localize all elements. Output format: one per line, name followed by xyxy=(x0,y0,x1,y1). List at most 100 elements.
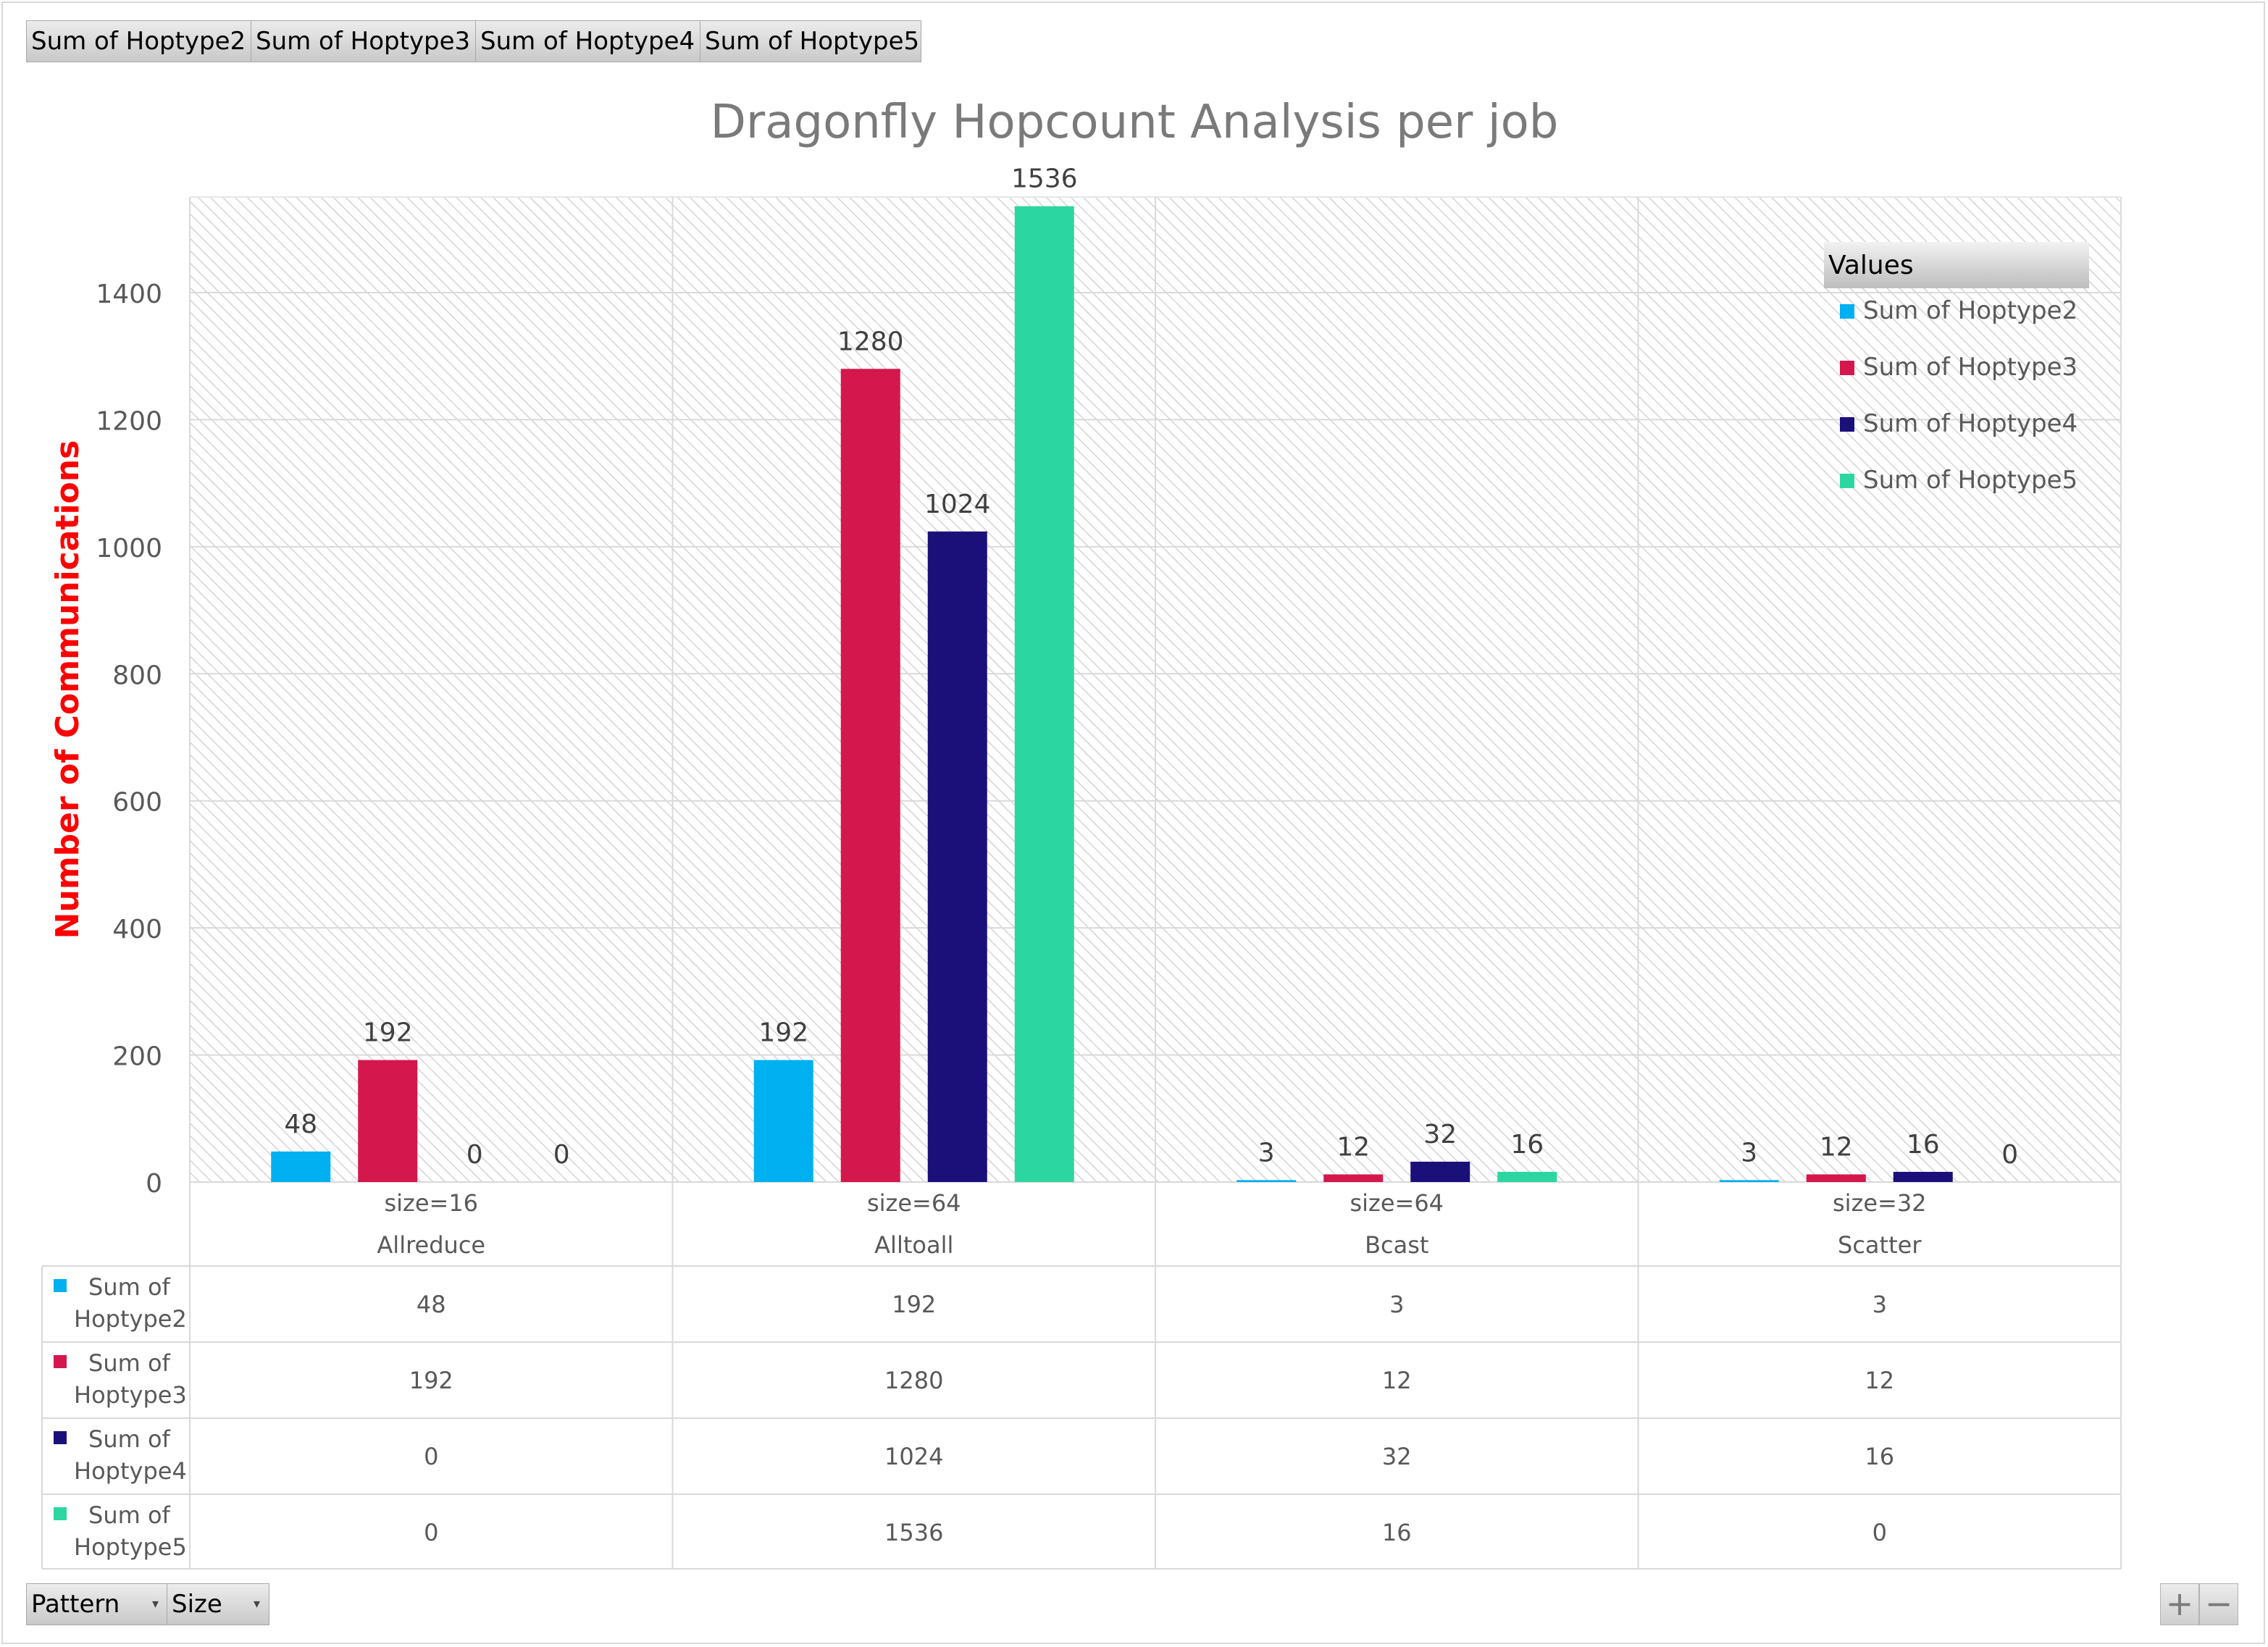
table-cell: 0 xyxy=(424,1519,438,1546)
y-tick-label: 400 xyxy=(112,915,162,944)
legend-key xyxy=(1840,361,1854,375)
data-label: 3 xyxy=(1258,1138,1275,1168)
x-axis-size-label: size=32 xyxy=(1833,1189,1927,1217)
value-field-button-hoptype3[interactable]: Sum of Hoptype3 xyxy=(251,20,477,62)
y-tick-label: 800 xyxy=(112,661,162,690)
dropdown-arrow-icon: ▾ xyxy=(253,1596,260,1612)
table-cell: 0 xyxy=(424,1443,438,1470)
table-row-label: Sum of xyxy=(88,1273,171,1301)
data-label: 1280 xyxy=(837,327,904,356)
table-row-label: Hoptype5 xyxy=(74,1533,187,1561)
data-label: 3 xyxy=(1741,1138,1757,1168)
bar xyxy=(840,369,900,1183)
table-cell: 48 xyxy=(417,1291,446,1318)
legend-title: Values xyxy=(1828,251,1914,280)
table-cell: 3 xyxy=(1872,1291,1887,1318)
table-row-label: Sum of xyxy=(88,1349,171,1377)
data-label: 12 xyxy=(1336,1132,1370,1162)
bar xyxy=(1323,1174,1384,1182)
table-cell: 1280 xyxy=(884,1367,943,1394)
dropdown-arrow-icon: ▾ xyxy=(151,1596,159,1612)
y-tick-label: 600 xyxy=(112,788,162,818)
bar xyxy=(753,1060,813,1182)
table-legend-key xyxy=(54,1279,67,1292)
plus-icon: + xyxy=(2165,1584,2194,1623)
legend-key xyxy=(1840,417,1854,432)
bar xyxy=(1719,1180,1779,1182)
bar xyxy=(358,1060,418,1182)
value-field-button-hoptype4[interactable]: Sum of Hoptype4 xyxy=(475,20,701,62)
table-row-label: Sum of xyxy=(88,1425,171,1453)
data-label: 32 xyxy=(1423,1120,1457,1149)
table-cell: 12 xyxy=(1865,1367,1894,1394)
table-cell: 32 xyxy=(1382,1443,1412,1470)
y-tick-label: 1000 xyxy=(96,534,162,563)
data-label: 0 xyxy=(553,1140,570,1170)
x-axis-pattern-label: Allreduce xyxy=(377,1231,485,1259)
data-label: 192 xyxy=(363,1018,413,1048)
y-tick-label: 200 xyxy=(112,1042,162,1072)
data-label: 1024 xyxy=(924,490,991,519)
legend: Values Sum of Hoptype2 Sum of Hoptype3 Sum… xyxy=(1824,242,2089,495)
y-tick-label: 1200 xyxy=(96,406,162,436)
table-legend-key xyxy=(54,1507,67,1520)
table-legend-key xyxy=(54,1355,67,1368)
bar xyxy=(1014,206,1074,1183)
bar xyxy=(1893,1171,1953,1182)
bars xyxy=(271,206,1953,1183)
chart-title: Dragonfly Hopcount Analysis per job xyxy=(711,96,1559,149)
table-row-label: Hoptype2 xyxy=(74,1305,187,1333)
table-cell: 192 xyxy=(409,1367,453,1394)
table-row-label: Sum of xyxy=(88,1501,171,1529)
collapse-button[interactable]: − xyxy=(2199,1583,2238,1625)
legend-header xyxy=(1824,242,2089,288)
x-axis-pattern-label: Alltoall xyxy=(874,1231,953,1259)
bar xyxy=(1236,1180,1297,1182)
axis-field-button-size[interactable]: Size ▾ xyxy=(167,1583,269,1625)
data-label: 0 xyxy=(2001,1140,2018,1170)
data-label: 0 xyxy=(466,1140,483,1170)
legend-label: Sum of Hoptype5 xyxy=(1863,466,2077,495)
value-field-button-hoptype5[interactable]: Sum of Hoptype5 xyxy=(700,20,921,62)
table-cell: 12 xyxy=(1382,1367,1412,1394)
y-axis-label: Number of Communications xyxy=(49,440,86,939)
value-field-button-hoptype2[interactable]: Sum of Hoptype2 xyxy=(26,20,252,62)
data-label: 16 xyxy=(1510,1130,1544,1160)
table-cell: 0 xyxy=(1872,1519,1887,1546)
table-cell: 1536 xyxy=(884,1519,943,1546)
x-axis-pattern-label: Scatter xyxy=(1838,1231,1922,1259)
data-labels: 48 192 0 0 192 1280 1024 1536 3 12 32 16 3 12 16 0 xyxy=(284,164,2018,1170)
x-axis-size-label: size=16 xyxy=(384,1189,478,1217)
table-row-label: Hoptype4 xyxy=(74,1457,187,1485)
y-tick-label: 0 xyxy=(146,1169,162,1199)
legend-label: Sum of Hoptype2 xyxy=(1863,296,2077,325)
data-label: 192 xyxy=(758,1018,808,1048)
bar xyxy=(1497,1171,1557,1182)
y-axis-ticks: 0 200 400 600 800 1000 1200 1400 xyxy=(96,280,162,1199)
x-axis-size-label: size=64 xyxy=(1349,1189,1444,1217)
bar xyxy=(1806,1174,1866,1182)
legend-label: Sum of Hoptype3 xyxy=(1863,353,2077,382)
minus-icon: − xyxy=(2204,1584,2233,1623)
data-label: 16 xyxy=(1907,1130,1940,1160)
data-label: 1536 xyxy=(1011,164,1078,194)
table-row-label: Hoptype3 xyxy=(74,1381,187,1409)
table-cell: 16 xyxy=(1865,1443,1894,1470)
bar xyxy=(1410,1161,1470,1182)
expand-button[interactable]: + xyxy=(2160,1583,2199,1625)
grid-lines xyxy=(189,196,2122,1569)
table-cell: 1024 xyxy=(884,1443,943,1470)
bar xyxy=(927,531,987,1182)
axis-field-button-pattern[interactable]: Pattern ▾ xyxy=(26,1583,168,1625)
data-label: 12 xyxy=(1820,1132,1853,1162)
table-cell: 3 xyxy=(1389,1291,1404,1318)
bar xyxy=(271,1151,331,1182)
table-legend-key xyxy=(54,1431,67,1444)
legend-key xyxy=(1840,474,1854,488)
legend-label: Sum of Hoptype4 xyxy=(1863,409,2077,438)
data-label: 48 xyxy=(284,1110,317,1139)
legend-key xyxy=(1840,304,1854,319)
data-table: size=16 Allreduce size=64 Alltoall size=64 Bc… xyxy=(41,1189,2121,1570)
